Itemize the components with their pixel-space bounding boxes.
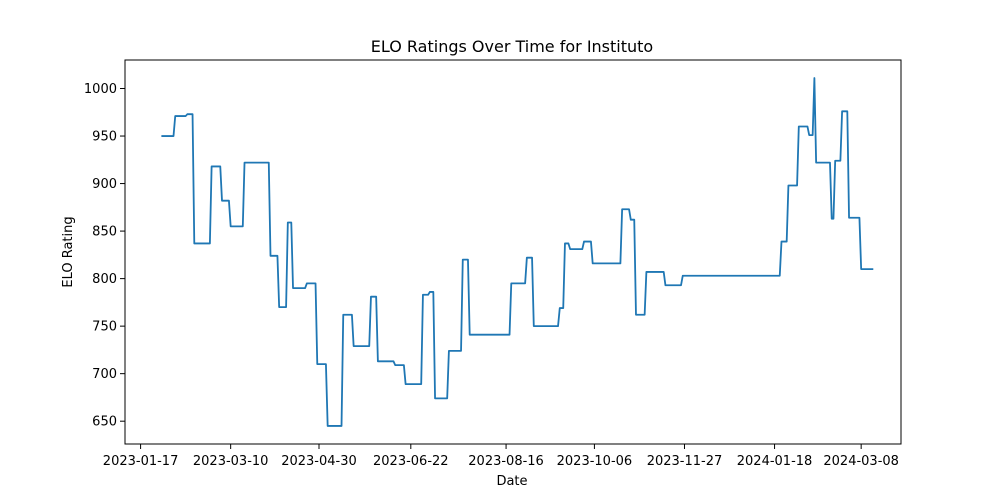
plot-area [161, 77, 874, 427]
x-tick-label: 2024-03-08 [823, 454, 899, 469]
x-tick-label: 2023-06-22 [373, 454, 449, 469]
y-tick-label: 800 [92, 272, 117, 287]
y-axis-label: ELO Rating [61, 216, 76, 287]
x-tick-label: 2023-11-27 [647, 454, 723, 469]
x-axis-label: Date [496, 474, 527, 489]
y-tick-label: 750 [92, 320, 117, 335]
y-tick-label: 850 [92, 225, 117, 240]
x-tick-label: 2023-03-10 [193, 454, 269, 469]
x-tick-label: 2023-01-17 [103, 454, 179, 469]
chart-title: ELO Ratings Over Time for Instituto [371, 37, 653, 56]
y-tick-label: 950 [92, 130, 117, 145]
x-axis-ticks: 2023-01-17 2023-03-10 2023-04-30 2023-06-22… [103, 444, 899, 469]
plot-frame [124, 59, 902, 445]
y-axis-ticks: 650 700 750 800 850 900 950 1000 [84, 82, 125, 430]
y-tick-label: 900 [92, 177, 117, 192]
x-tick-label: 2023-08-16 [468, 454, 544, 469]
series-line-0 [161, 77, 874, 427]
y-tick-label: 650 [92, 415, 117, 430]
y-tick-label: 1000 [84, 82, 117, 97]
x-tick-label: 2023-04-30 [281, 454, 357, 469]
x-tick-label: 2024-01-18 [737, 454, 813, 469]
x-tick-label: 2023-10-06 [557, 454, 633, 469]
y-tick-label: 700 [92, 367, 117, 382]
